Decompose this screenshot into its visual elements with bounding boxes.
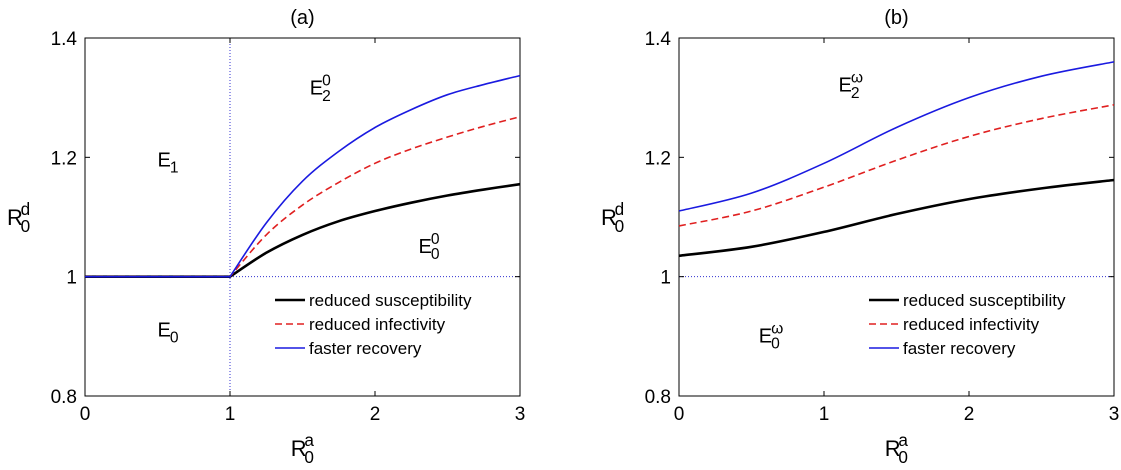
x-tick-label: 0: [80, 404, 91, 425]
x-axis-label-sup: a: [304, 430, 314, 450]
region-label: E 00: [419, 231, 440, 263]
chart-title: (b): [884, 7, 908, 29]
y-axis-label-sup: d: [615, 199, 625, 219]
x-axis-label-main: R: [885, 436, 901, 461]
region-label-main: E: [839, 75, 852, 97]
region-label: E 20: [310, 73, 331, 105]
y-tick-label: 0.8: [51, 387, 77, 408]
legend: reduced susceptibility reduced infectivit…: [869, 291, 1066, 358]
plot-area-frame: [678, 37, 1115, 397]
y-axis-label: R0d: [601, 199, 624, 236]
x-tick-label: 1: [225, 404, 236, 425]
region-label-sup: 0: [322, 73, 331, 90]
region-label-main: E: [759, 325, 772, 347]
region-label-sub: 0: [431, 246, 440, 263]
region-label-sup: ω: [851, 70, 863, 87]
series-line-reduced-infectivity: [85, 115, 521, 278]
y-tick-label: 1.4: [645, 29, 672, 50]
y-tick-label: 1: [660, 268, 671, 289]
series-line-reduced-infectivity: [678, 104, 1115, 227]
y-axis-label-main: R: [7, 205, 23, 230]
x-axis-label: R0a: [291, 430, 315, 467]
y-tick-label: 1: [66, 268, 77, 289]
legend-label: reduced susceptibility: [903, 291, 1066, 310]
y-axis-label-sup: d: [21, 199, 31, 219]
y-axis-label-sub: 0: [615, 216, 625, 236]
y-axis-label: R0d: [7, 199, 30, 236]
series-line-faster-recovery: [85, 74, 521, 278]
region-label-sub: 0: [771, 336, 780, 353]
legend-label: reduced infectivity: [309, 315, 446, 334]
x-tick-label: 2: [370, 404, 381, 425]
x-tick-label: 3: [1109, 404, 1120, 425]
series-line-faster-recovery: [678, 61, 1115, 212]
region-label-sub: 1: [170, 160, 179, 177]
region-label-sub: 2: [322, 88, 331, 105]
y-tick-label: 1.4: [51, 29, 78, 50]
chart-title: (a): [290, 7, 314, 29]
y-axis-label-sub: 0: [21, 216, 31, 236]
region-label-main: E: [310, 78, 323, 100]
region-label: E 0ω: [759, 320, 784, 352]
legend-label: reduced infectivity: [903, 315, 1040, 334]
series-line-reduced-susceptibility: [678, 178, 1115, 258]
x-tick-label: 3: [515, 404, 526, 425]
region-label-main: E: [158, 319, 171, 341]
region-label-sub: 0: [170, 330, 179, 347]
x-axis-label-sub: 0: [898, 447, 908, 467]
plot-area-frame: [84, 37, 521, 397]
legend-label: reduced susceptibility: [309, 291, 472, 310]
series-line-reduced-susceptibility: [85, 182, 521, 278]
x-tick-label: 1: [819, 404, 830, 425]
x-axis-label: R0a: [885, 430, 909, 467]
x-axis-label-sub: 0: [304, 447, 314, 467]
x-axis-label-main: R: [291, 436, 307, 461]
legend: reduced susceptibility reduced infectivit…: [275, 291, 472, 358]
x-tick-label: 0: [674, 404, 685, 425]
region-label-sup: 0: [431, 231, 440, 248]
region-label: E 2ω: [839, 70, 864, 102]
legend-label: faster recovery: [903, 339, 1016, 358]
legend-label: faster recovery: [309, 339, 422, 358]
region-label-sup: ω: [771, 320, 783, 337]
region-label-sub: 2: [851, 85, 860, 102]
y-axis-label-main: R: [601, 205, 617, 230]
region-label-main: E: [419, 236, 432, 258]
x-axis-label-sup: a: [898, 430, 908, 450]
x-tick-label: 2: [964, 404, 975, 425]
y-tick-label: 1.2: [645, 148, 671, 169]
y-tick-label: 0.8: [645, 387, 671, 408]
region-label-main: E: [158, 149, 171, 171]
y-tick-label: 1.2: [51, 148, 77, 169]
